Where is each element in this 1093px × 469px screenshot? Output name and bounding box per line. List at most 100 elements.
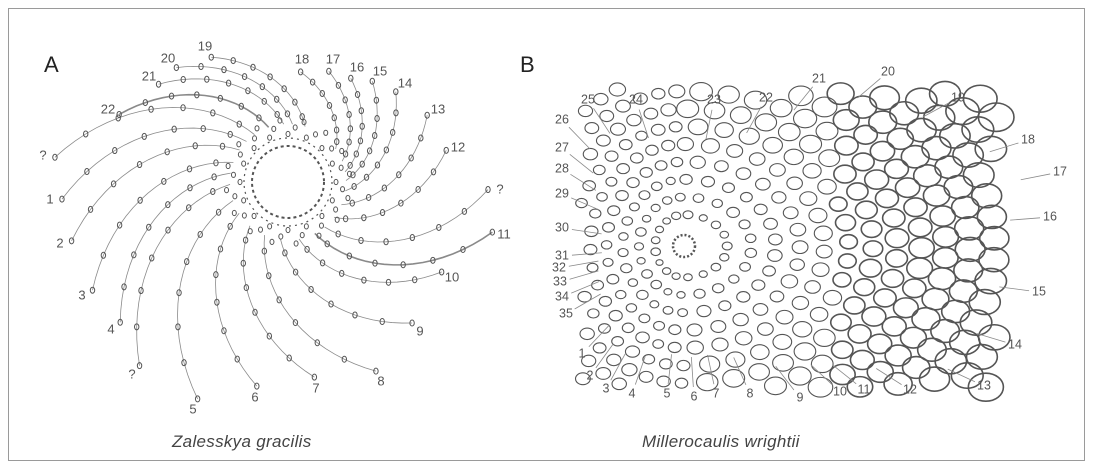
leaf-base — [832, 271, 852, 288]
leaf-trace-dot — [210, 188, 216, 196]
panel-b-letter: B — [520, 52, 535, 77]
leaf-base — [863, 169, 890, 190]
leaf-base — [703, 101, 726, 120]
leaf-base — [904, 87, 938, 114]
leaf-base — [618, 139, 633, 151]
parastichy-label: 28 — [555, 161, 569, 175]
leaf-base — [574, 372, 591, 386]
leaf-trace-dot — [241, 197, 247, 204]
leaf-base — [777, 122, 801, 142]
leaf-trace-dot — [87, 205, 94, 213]
leaf-trace-dot — [238, 102, 244, 110]
leaf-base — [775, 309, 794, 325]
leaf-base — [852, 278, 876, 297]
leaf-trace-dot — [231, 209, 237, 217]
parastichy-label: ? — [39, 147, 46, 162]
leaf-base — [815, 121, 839, 141]
leaf-base — [769, 98, 793, 118]
leaf-base — [602, 257, 614, 267]
leaf-trace-dot — [409, 234, 416, 242]
leaf-trace-dot — [292, 98, 298, 106]
leaf-base — [881, 208, 906, 228]
leaf-base — [789, 222, 807, 237]
leaf-base — [575, 197, 588, 209]
leaf-base — [583, 243, 598, 256]
leaf-base — [782, 206, 799, 220]
leaf-trace-dot — [175, 323, 181, 331]
leaf-base — [689, 82, 714, 102]
leaf-base — [754, 177, 771, 191]
leaf-base — [832, 108, 860, 132]
leaf-base — [739, 262, 751, 272]
parastichy-label: 5 — [189, 401, 196, 416]
leaf-trace-dot — [173, 64, 180, 72]
leaf-trace-dot — [243, 284, 250, 292]
leaf-base — [953, 215, 985, 241]
leaf-base — [686, 323, 703, 337]
label-leader — [569, 270, 599, 280]
leaf-trace-dot — [335, 81, 342, 89]
leaf-trace-dot — [121, 283, 127, 291]
label-leader — [857, 78, 881, 99]
panel-b-caption: Millerocaulis wrightii — [642, 432, 800, 451]
leaf-trace-dot — [309, 78, 316, 86]
leaf-trace-dot — [221, 66, 227, 74]
leaf-trace-dot — [385, 278, 392, 286]
leaf-base — [874, 188, 900, 209]
leaf-base — [847, 323, 872, 344]
leaf-base — [668, 84, 686, 99]
leaf-base — [670, 156, 684, 168]
parastichy-label: 1 — [46, 191, 53, 206]
parastichy-label: 27 — [555, 140, 569, 154]
leaf-base — [617, 247, 629, 258]
leaf-trace-dot — [349, 199, 355, 207]
leaf-base — [901, 278, 927, 299]
parastichy-label: 4 — [629, 386, 636, 400]
leaf-base — [799, 191, 818, 206]
leaf-base — [661, 139, 676, 152]
leaf-trace-dot — [184, 258, 190, 266]
leaf-trace-dot — [359, 160, 365, 168]
parastichy-label: 18 — [295, 51, 309, 66]
leaf-trace-dot — [412, 276, 418, 284]
leaf-trace-dot — [208, 53, 214, 61]
parastichy-line — [118, 93, 270, 128]
leaf-base — [726, 143, 744, 158]
leaf-trace-dot — [354, 91, 361, 99]
leaf-trace-dot — [383, 146, 390, 154]
parastichy-label: 7 — [713, 386, 720, 400]
label-leader — [595, 343, 614, 369]
leaf-trace-dot — [194, 395, 201, 403]
leaf-base — [609, 122, 627, 136]
leaf-base — [650, 279, 663, 290]
leaf-base — [818, 149, 841, 168]
leaf-base — [661, 267, 672, 275]
parastichy-label: 25 — [581, 92, 595, 106]
leaf-trace-dot — [215, 208, 222, 216]
parastichy-label: 13 — [977, 378, 991, 392]
parastichy-line — [280, 239, 413, 324]
leaf-trace-dot — [353, 150, 359, 158]
leaf-base — [596, 192, 608, 202]
leaf-base — [853, 124, 879, 145]
parastichy-line — [119, 172, 231, 323]
leaf-trace-dot — [346, 111, 352, 119]
leaf-base — [978, 225, 1010, 251]
leaf-base — [837, 253, 858, 269]
leaf-trace-dot — [211, 173, 217, 181]
leaf-base — [650, 247, 662, 257]
leaf-base — [962, 162, 995, 189]
leaf-base — [772, 353, 794, 372]
leaf-trace-dot — [363, 173, 370, 181]
leaf-base — [908, 236, 936, 259]
leaf-trace-dot — [424, 111, 430, 119]
parastichy-label: 6 — [251, 389, 258, 404]
leaf-trace-dot — [393, 109, 399, 117]
label-leader — [707, 354, 715, 385]
leaf-trace-dot — [176, 289, 182, 297]
leaf-trace-dot — [210, 109, 216, 117]
parastichy-label: ? — [496, 181, 503, 196]
